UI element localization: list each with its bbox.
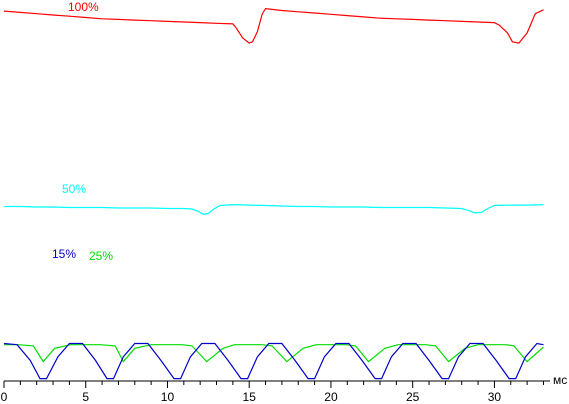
series-line-15 — [3, 342, 544, 380]
series-label-50: 50% — [62, 182, 86, 196]
series-layer — [3, 7, 544, 380]
x-tick-label: 10 — [161, 390, 175, 404]
x-tick-label: 0 — [1, 390, 8, 404]
x-tick-label: 5 — [82, 390, 89, 404]
x-tick-label: 30 — [488, 390, 502, 404]
series-label-15: 15% — [52, 247, 76, 261]
series-labels: 100% 50% 25% 15% — [52, 0, 113, 263]
series-label-25: 25% — [89, 249, 113, 263]
x-tick-label: 25 — [406, 390, 420, 404]
series-line-50 — [4, 203, 544, 216]
series-label-100: 100% — [68, 0, 99, 14]
x-axis-title: мс — [553, 373, 567, 387]
series-line-100 — [3, 7, 544, 44]
x-axis — [3, 380, 550, 388]
x-tick-label: 15 — [243, 390, 257, 404]
x-tick-label: 20 — [324, 390, 338, 404]
series-line-25 — [4, 344, 544, 363]
